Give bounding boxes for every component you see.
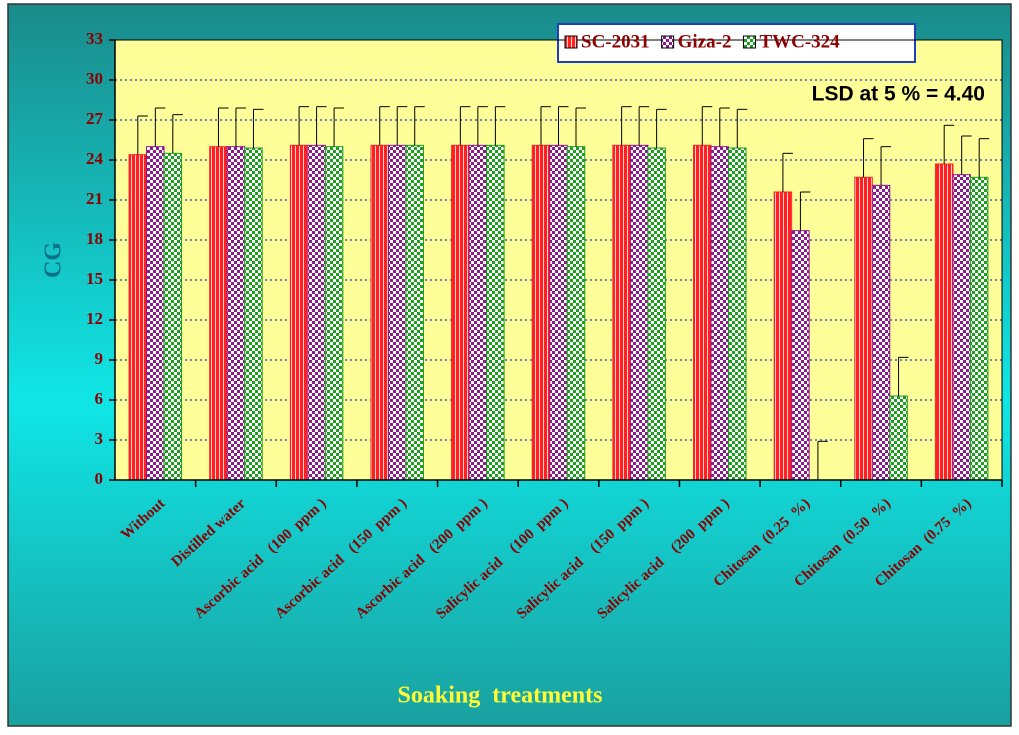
y-tick-label: 3 <box>95 429 104 448</box>
y-tick-label: 6 <box>95 389 104 408</box>
legend-label: TWC-324 <box>759 31 840 52</box>
bar <box>451 144 470 481</box>
legend-label: Giza-2 <box>678 31 732 52</box>
bar <box>549 144 568 481</box>
y-tick-label: 33 <box>86 29 103 48</box>
bar <box>128 154 148 481</box>
bar <box>226 146 246 481</box>
y-tick-label: 18 <box>86 229 103 248</box>
legend-swatch <box>742 35 756 49</box>
bar <box>969 176 989 481</box>
y-axis-label: CG <box>41 242 67 278</box>
plot-border <box>114 39 1003 481</box>
bar <box>934 163 954 481</box>
legend-label: SC-2031 <box>581 31 650 52</box>
bar <box>566 146 586 481</box>
bar <box>531 144 551 481</box>
bar <box>854 176 873 481</box>
legend-swatch <box>564 35 578 49</box>
bar <box>647 147 666 481</box>
bar <box>728 147 747 481</box>
bar <box>889 395 908 481</box>
annotation: LSD at 5 % = 4.40 <box>812 83 985 106</box>
bar <box>693 144 712 481</box>
legend-swatch <box>661 35 675 49</box>
y-tick-label: 12 <box>86 309 103 328</box>
bar <box>773 191 793 481</box>
bar <box>612 144 631 481</box>
bar <box>387 144 407 481</box>
bar <box>871 184 891 481</box>
bar <box>486 144 505 481</box>
bar <box>629 144 649 481</box>
bar <box>468 144 488 481</box>
y-tick-label: 0 <box>95 469 104 488</box>
bar <box>289 144 309 481</box>
bar <box>209 146 228 481</box>
bar <box>324 146 344 481</box>
y-tick-label: 24 <box>86 149 104 168</box>
legend-box <box>557 23 916 63</box>
bar <box>952 174 971 481</box>
y-tick-label: 9 <box>95 349 104 368</box>
y-tick-label: 27 <box>86 109 104 128</box>
y-tick-label: 21 <box>86 189 103 208</box>
bar <box>710 146 730 481</box>
bar <box>370 144 389 481</box>
bar <box>791 230 810 481</box>
bar <box>244 147 263 481</box>
y-tick-label: 15 <box>86 269 103 288</box>
bar <box>163 152 183 481</box>
y-tick-label: 30 <box>86 69 103 88</box>
bar <box>405 144 424 481</box>
bar <box>146 146 165 481</box>
bar <box>307 144 326 481</box>
x-axis-label: Soaking treatments <box>398 683 603 709</box>
